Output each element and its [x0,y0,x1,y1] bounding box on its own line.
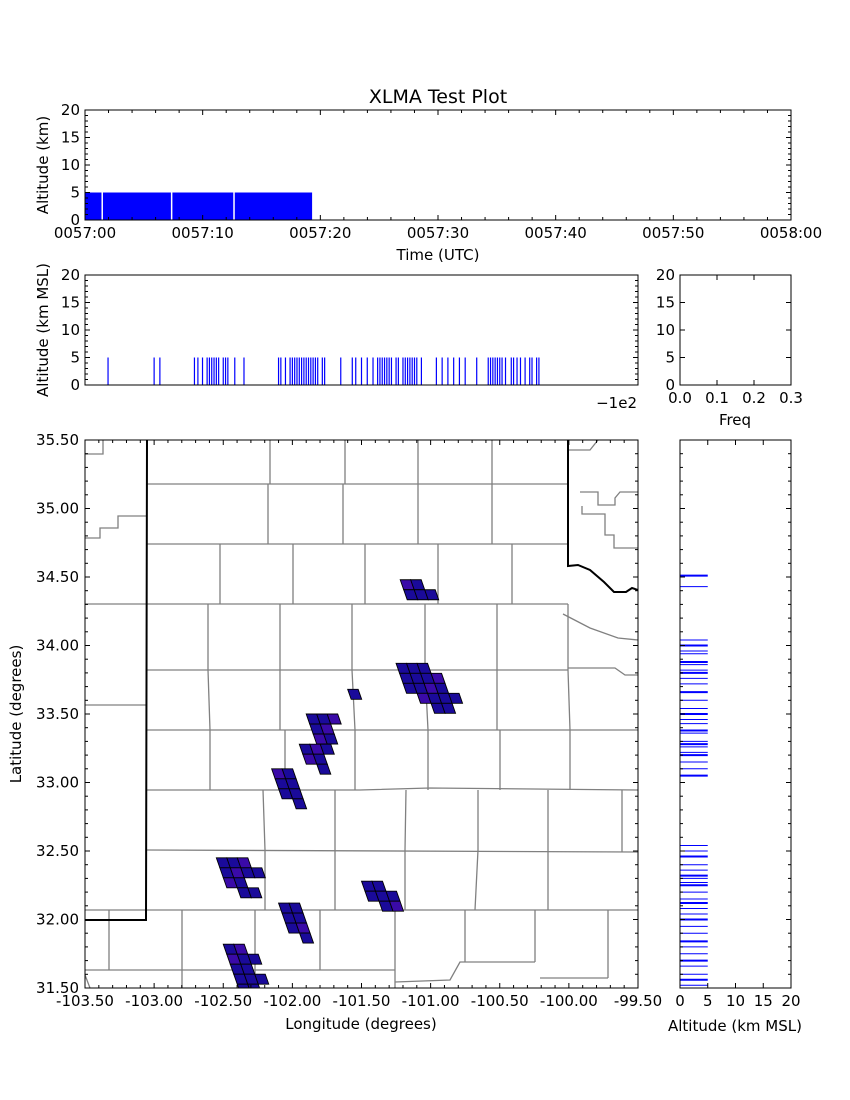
source-density-cell [440,702,457,714]
source-density-cell [247,953,263,965]
time-height-bar-block [85,192,102,220]
lon-height-offset-text: −1e2 [596,394,637,412]
source-density-cell [347,688,363,700]
source-density-cell [326,713,342,725]
plan-view-xtick-label: -101.50 [333,992,391,1010]
time-height-xtick-label: 0057:40 [525,224,587,242]
time-height-xtick-label: 0057:30 [407,224,469,242]
source-density-cell [250,867,266,879]
source-density-cell [254,973,270,985]
freq-ytick-label: 10 [656,321,675,339]
freq-xtick-label: 0.2 [742,389,766,407]
lon-height-ytick-label: 15 [61,294,80,312]
plan-view-ytick-label: 32.00 [36,911,79,929]
county-boundaries [85,440,638,988]
plan-view-xtick-label: -102.00 [263,992,321,1010]
plan-view-xtick-label: -103.50 [56,992,114,1010]
side-altitude-xlabel: Altitude (km MSL) [668,1017,802,1035]
time-height-ytick-label: 15 [61,129,80,147]
plan-view-ytick-label: 33.00 [36,774,79,792]
source-density-cell [236,983,250,988]
plan-view-xtick-label: -102.50 [194,992,252,1010]
freq-ytick-label: 5 [665,349,675,367]
plan-view-ytick-label: 35.00 [36,500,79,518]
plan-view-ylabel: Latitude (degrees) [7,645,25,784]
lon-height-ytick-label: 5 [70,349,80,367]
time-height-bar-block [102,192,171,220]
time-height-ylabel: Altitude (km) [34,116,52,214]
source-density-cell [424,589,440,601]
time-height-xtick-label: 0057:10 [172,224,234,242]
freq-xtick-label: 0.0 [668,389,692,407]
plan-view-xlabel: Longitude (degrees) [285,1015,436,1033]
freq-xtick-label: 0.1 [705,389,729,407]
lon-height-panel: 0 5 10 15 20 Altitude (km MSL) −1e2 [34,263,639,412]
time-height-xlabel: Time (UTC) [396,246,480,264]
lon-height-ylabel: Altitude (km MSL) [34,263,52,397]
time-height-xtick-label: 0057:00 [54,224,116,242]
time-height-xtick-label: 0057:50 [642,224,704,242]
plan-view-ytick-label: 33.50 [36,705,79,723]
plan-view-ytick-label: 32.50 [36,842,79,860]
freq-ytick-label: 15 [656,294,675,312]
freq-ytick-label: 20 [656,266,675,284]
plan-view-ytick-label: 35.50 [36,431,79,449]
source-density-cell [323,733,339,745]
plan-view-xtick-label: -101.00 [402,992,460,1010]
time-height-ytick-label: 0 [70,211,80,229]
source-density-cell [292,798,308,810]
side-altitude-xtick-label: 5 [703,992,713,1010]
plan-view-xtick-label: -99.50 [614,992,662,1010]
plan-view-ytick-label: 34.50 [36,568,79,586]
side-altitude-xtick-label: 0 [675,992,685,1010]
side-altitude-xtick-label: 10 [726,992,745,1010]
time-height-ytick-label: 10 [61,156,80,174]
plan-view-ytick-label: 31.50 [36,979,79,997]
lon-height-ytick-label: 20 [61,266,80,284]
lon-height-ytick-label: 0 [70,376,80,394]
freq-xtick-label: 0.3 [779,389,803,407]
freq-xlabel: Freq [719,411,751,429]
source-density-cell [319,743,335,755]
source-density-cell [447,692,464,704]
source-density-cell [247,887,263,899]
source-density-cell [316,763,332,775]
freq-ytick-label: 0 [665,376,675,394]
plan-view-xtick-label: -100.00 [540,992,598,1010]
time-height-xtick-label: 0057:20 [289,224,351,242]
plan-view-xtick-label: -100.50 [471,992,529,1010]
time-height-bar-block [234,192,313,220]
plan-view-ytick-label: 34.00 [36,637,79,655]
time-height-panel: 0 5 10 15 20 0057:00 0057:10 0057:20 0057:30 0057… [34,101,822,264]
time-height-ytick-label: 5 [70,184,80,202]
side-altitude-xtick-label: 15 [754,992,773,1010]
side-altitude-panel: 0 5 10 15 20 Altitude (km MSL) [668,439,802,1035]
freq-panel: 0 5 10 15 20 0.0 0.1 0.2 0.3 Freq [656,266,803,429]
time-height-xtick-label: 0058:00 [760,224,822,242]
time-height-ytick-label: 20 [61,101,80,119]
plan-view-panel: 31.50 32.00 32.50 33.00 33.50 34.00 34.50 35.00… [7,431,662,1033]
source-density-cell [388,900,405,912]
source-density-cell [298,932,315,944]
figure-title: XLMA Test Plot [369,86,507,108]
side-altitude-xtick-label: 20 [781,992,800,1010]
lon-height-ytick-label: 10 [61,321,80,339]
plan-view-xtick-label: -103.00 [125,992,183,1010]
state-boundaries [85,440,638,921]
